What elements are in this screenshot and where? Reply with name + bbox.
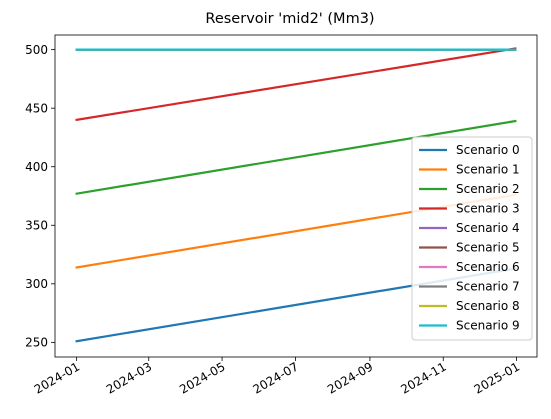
- legend-label-5: Scenario 5: [456, 241, 520, 255]
- plot-area-frame: [54, 34, 538, 358]
- legend: Scenario 0 Scenario 1 Scenario 2 Scenario 3…: [411, 136, 533, 341]
- y-tick-label-5: 500: [25, 43, 48, 57]
- x-tick-label-0: 2024-01: [32, 359, 82, 396]
- chart-title: Reservoir 'mid2' (Mm3): [205, 11, 374, 27]
- legend-label-1: Scenario 1: [456, 163, 520, 177]
- x-tick-label-1: 2024-03: [104, 359, 154, 396]
- y-tick-label-4: 450: [25, 101, 48, 115]
- legend-label-2: Scenario 2: [456, 182, 520, 196]
- legend-label-4: Scenario 4: [456, 221, 520, 235]
- legend-label-8: Scenario 8: [456, 299, 520, 313]
- series-line-2: [75, 119, 517, 195]
- series-line-3: [75, 47, 517, 122]
- y-tick-label-1: 300: [25, 277, 48, 291]
- series-layer: [75, 47, 517, 343]
- y-tick-label-0: 250: [25, 336, 48, 350]
- legend-label-7: Scenario 7: [456, 280, 520, 294]
- x-tick-label-3: 2024-07: [250, 359, 300, 396]
- y-tick-label-3: 400: [25, 160, 48, 174]
- legend-label-3: Scenario 3: [456, 202, 520, 216]
- x-tick-label-2: 2024-05: [177, 359, 227, 396]
- x-tick-label-5: 2024-11: [398, 359, 448, 396]
- x-tick-label-6: 2025-01: [472, 359, 522, 396]
- legend-label-9: Scenario 9: [456, 319, 520, 333]
- legend-label-6: Scenario 6: [456, 260, 520, 274]
- legend-label-0: Scenario 0: [456, 143, 520, 157]
- x-tick-label-4: 2024-09: [325, 359, 375, 396]
- y-tick-label-2: 350: [25, 218, 48, 232]
- x-axis: 2024-01 2024-03 2024-05 2024-07 2024-09 2024-…: [32, 357, 522, 397]
- y-axis: 250 300 350 400 450 500: [25, 43, 55, 350]
- legend-box: [411, 136, 533, 341]
